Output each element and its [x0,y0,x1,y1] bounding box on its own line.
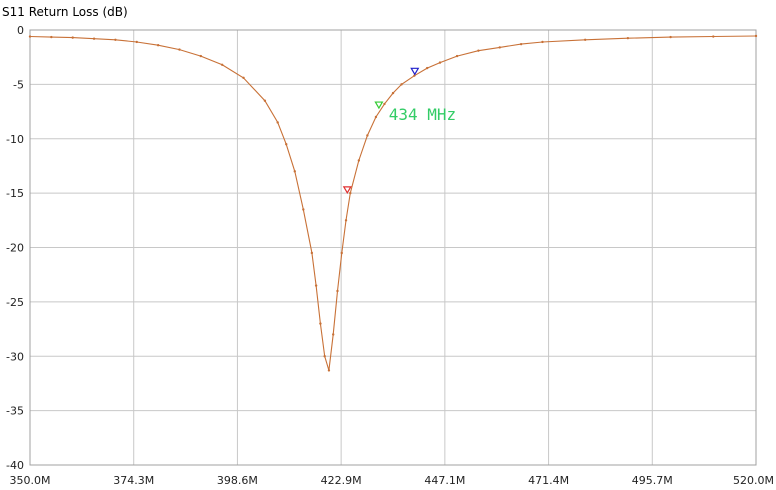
trace-layer [28,34,758,372]
x-tick-label: 398.6M [217,474,258,487]
data-point [327,369,331,372]
data-point [413,74,416,77]
y-tick-label: -35 [6,405,24,418]
data-point [285,142,288,146]
y-tick-label: -40 [6,459,24,472]
x-tick-label: 520.0M [733,474,774,487]
data-point [50,35,53,39]
data-point [220,63,224,66]
data-point [438,61,442,64]
data-point [314,284,318,287]
data-point [28,35,32,38]
data-point [344,219,348,222]
y-tick-label: 0 [17,24,24,37]
data-point [455,54,459,58]
data-point [712,35,715,38]
grid [29,29,757,466]
data-point [391,91,395,95]
data-point [114,38,117,41]
y-tick-label: -30 [6,350,24,363]
data-point [71,36,74,39]
data-point [349,191,352,195]
data-point [323,355,326,358]
x-tick-label: 495.7M [632,474,673,487]
x-tick-label: 471.4M [528,474,569,487]
data-point [400,83,403,86]
data-point [276,121,279,124]
data-point [310,251,314,255]
data-point [135,40,138,44]
y-tick-label: -20 [6,242,24,255]
data-point [383,102,386,106]
x-tick-label: 374.3M [113,474,154,487]
marker-red [342,186,352,195]
x-axis-ticks: 350.0M 374.3M 398.6M 422.9M 447.1M 471.4M 495.… [10,474,774,487]
data-point [477,49,480,52]
data-point [425,66,429,70]
data-point [319,322,322,325]
data-point [669,35,672,39]
data-point [178,48,181,51]
y-tick-label: -10 [6,133,24,146]
data-point [583,38,587,41]
data-point [498,46,501,49]
chart-title: S11 Return Loss (dB) [2,5,128,19]
series-line [29,35,757,371]
data-point [626,36,630,40]
data-point [199,54,203,58]
y-axis-ticks: 0 -5 -10 -15 -20 -25 -30 -35 -40 [6,24,24,472]
y-tick-label: -5 [13,78,24,91]
plot-frame [29,29,757,466]
x-tick-label: 422.9M [321,474,362,487]
marker-layer [342,67,420,195]
data-point [541,40,544,44]
data-point [156,44,160,47]
marker-green [374,101,384,110]
x-tick-label: 350.0M [10,474,51,487]
data-point [754,34,758,38]
data-point [336,289,339,293]
data-point [302,208,305,211]
marker-blue [410,67,420,76]
data-point [92,37,96,40]
data-point [366,134,369,137]
frequency-annotation: 434 MHz [389,105,456,124]
data-point [374,115,378,119]
data-point [340,251,343,255]
data-point [242,76,245,80]
y-tick-label: -25 [6,296,24,309]
annotation-layer: 434 MHz [389,105,456,124]
y-tick-label: -15 [6,187,24,200]
data-point [263,99,267,102]
data-point [332,333,335,336]
data-point [293,170,296,173]
x-tick-label: 447.1M [424,474,465,487]
data-point [519,42,523,46]
data-point [357,159,361,162]
